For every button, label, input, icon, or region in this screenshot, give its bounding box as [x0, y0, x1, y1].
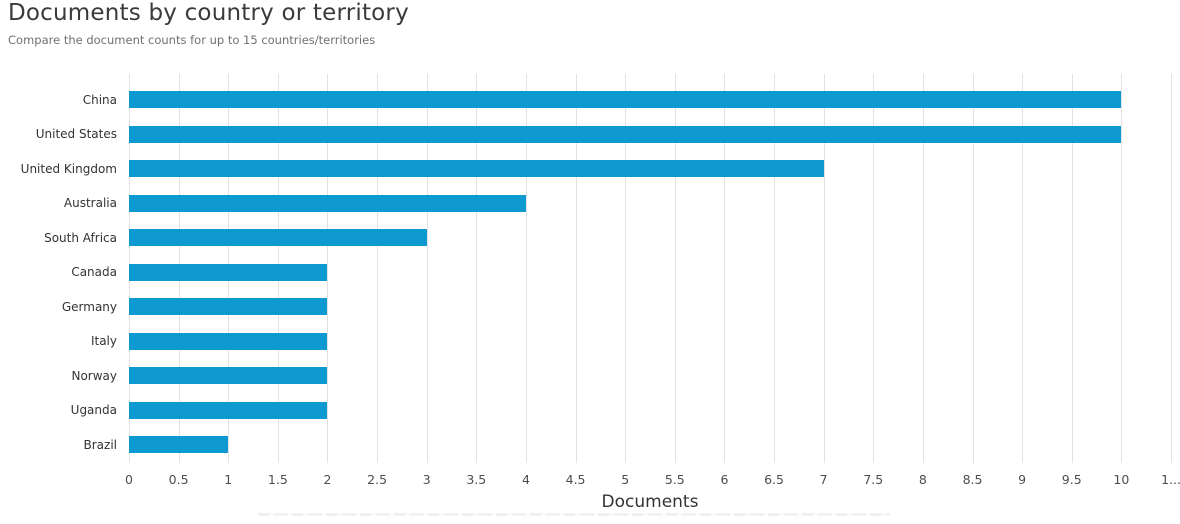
gridline	[377, 74, 379, 463]
x-tick-label: 2	[323, 472, 332, 487]
x-tick-label: 10	[1113, 472, 1130, 487]
x-tick-label: 6.5	[764, 472, 784, 487]
x-tick-label: 1.5	[267, 472, 288, 487]
bar-australia[interactable]	[129, 194, 526, 212]
x-tick-label: 4.5	[565, 472, 586, 487]
category-label: United States	[35, 127, 117, 141]
x-axis-tick-labels: 0 0.5 1 1.5 2 2.5 3 3.5 4 4.5 5 5.5 6 6.5 7 7.5 8 8.5 9 9.5…	[125, 472, 1180, 488]
x-tick-label: 1...	[1161, 472, 1180, 487]
gridline	[774, 74, 776, 463]
plot-area	[129, 74, 1172, 463]
category-label: Italy	[90, 334, 117, 348]
x-tick-label: 7	[819, 472, 828, 487]
gridline	[922, 74, 924, 463]
bar-germany[interactable]	[129, 298, 328, 315]
category-label: Norway	[71, 368, 117, 383]
bar-uganda[interactable]	[129, 401, 328, 419]
gridline	[1022, 74, 1024, 463]
x-tick-label: 1	[224, 472, 233, 487]
gridline	[823, 74, 825, 463]
gridline	[724, 74, 726, 463]
bar-china[interactable]	[129, 91, 1122, 108]
category-label: Uganda	[70, 403, 117, 417]
bar-canada[interactable]	[129, 263, 328, 281]
x-tick-label: 3	[422, 472, 431, 487]
category-label: Australia	[63, 196, 117, 210]
x-tick-label: 8.5	[962, 472, 983, 487]
chart-title: Documents by country or territory	[8, 0, 409, 26]
gridline	[426, 74, 428, 463]
bar-united-states[interactable]	[129, 125, 1122, 143]
x-tick-label: 5	[621, 472, 630, 487]
bar-united-kingdom[interactable]	[129, 160, 824, 177]
x-tick-label: 0	[125, 472, 133, 487]
x-tick-label: 3.5	[466, 472, 487, 487]
x-tick-label: 8	[918, 472, 927, 487]
gridline	[327, 74, 329, 463]
y-axis-category-labels: China United States United Kingdom Australi…	[0, 74, 117, 463]
category-label: United Kingdom	[20, 161, 117, 176]
category-label: South Africa	[44, 230, 117, 245]
x-tick-label: 9	[1018, 472, 1027, 487]
bar-italy[interactable]	[129, 332, 328, 350]
category-label: Canada	[71, 265, 117, 279]
gridline	[575, 74, 577, 463]
gridline	[1071, 74, 1073, 463]
bar-brazil[interactable]	[129, 436, 229, 453]
x-tick-label: 9.5	[1061, 472, 1082, 487]
bar-south-africa[interactable]	[129, 229, 427, 246]
x-tick-label: 5.5	[664, 472, 685, 487]
chart-subtitle: Compare the document counts for up to 15…	[8, 33, 376, 47]
gridline	[525, 74, 527, 463]
gridline	[1171, 74, 1172, 463]
gridline	[625, 74, 627, 463]
gridline	[476, 74, 478, 463]
gridline	[972, 74, 974, 463]
x-tick-label: 7.5	[863, 472, 884, 487]
x-tick-label: 6	[720, 472, 729, 487]
gridline	[1121, 74, 1123, 463]
category-label: Brazil	[83, 437, 118, 452]
x-tick-label: 0.5	[168, 472, 189, 487]
x-tick-label: 4	[521, 472, 530, 487]
category-label: China	[82, 92, 117, 107]
bar-norway[interactable]	[129, 367, 328, 384]
x-tick-label: 2.5	[367, 472, 388, 487]
cutoff-text-strip	[258, 513, 890, 516]
gridline	[674, 74, 676, 463]
gridline	[873, 74, 875, 463]
category-label: Germany	[61, 299, 117, 314]
x-axis-title: Documents	[601, 492, 699, 512]
